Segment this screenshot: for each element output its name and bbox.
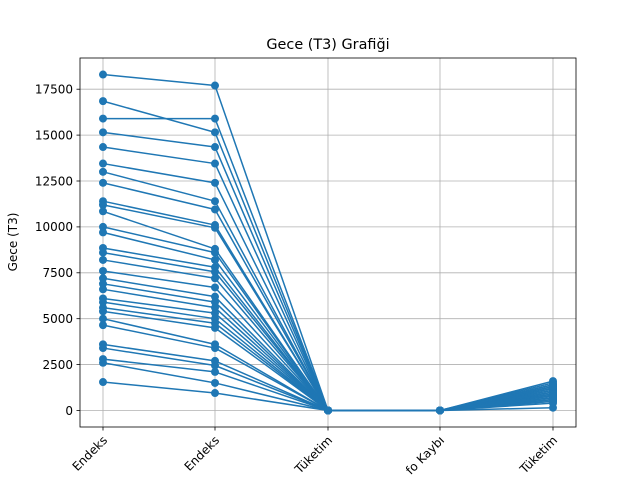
data-point [99, 70, 107, 79]
data-point [99, 143, 107, 152]
data-point [211, 367, 219, 376]
y-axis-ticks: 0 2500 5000 7500 10000 12500 15000 17500 [35, 83, 80, 418]
data-point [436, 406, 444, 415]
data-point [549, 397, 557, 406]
data-point [99, 97, 107, 106]
data-point [211, 248, 219, 257]
data-point [211, 361, 219, 370]
data-point [211, 389, 219, 398]
data-point [211, 197, 219, 206]
y-tick-label: 2500 [42, 358, 73, 372]
data-point [211, 283, 219, 292]
data-point [99, 200, 107, 209]
data-point [99, 266, 107, 275]
data-point [99, 285, 107, 294]
data-point [99, 378, 107, 387]
data-point [99, 321, 107, 330]
data-point [211, 303, 219, 312]
data-point [99, 167, 107, 176]
data-point [99, 178, 107, 187]
y-tick-label: 15000 [35, 128, 73, 142]
data-point [211, 159, 219, 168]
data-point [211, 323, 219, 332]
grid [80, 58, 576, 427]
data-point [99, 307, 107, 316]
y-tick-label: 5000 [42, 312, 73, 326]
data-point [99, 159, 107, 168]
y-axis-label: Gece (T3) [6, 213, 20, 272]
y-tick-label: 12500 [35, 174, 73, 188]
data-point [99, 255, 107, 264]
data-point [211, 292, 219, 301]
y-tick-label: 7500 [42, 266, 73, 280]
data-point [211, 178, 219, 187]
data-point [211, 344, 219, 353]
data-point [211, 205, 219, 214]
data-point [99, 222, 107, 231]
data-point [549, 382, 557, 391]
data-point [211, 128, 219, 137]
data-point [99, 128, 107, 137]
y-tick-label: 17500 [35, 83, 73, 97]
data-point [99, 114, 107, 123]
data-point [211, 298, 219, 307]
data-point [211, 274, 219, 283]
data-point [99, 228, 107, 237]
data-point [99, 314, 107, 323]
data-point [99, 298, 107, 307]
data-point [549, 403, 557, 412]
data-point [99, 274, 107, 283]
chart-title: Gece (T3) Grafiği [266, 37, 389, 53]
y-tick-label: 10000 [35, 220, 73, 234]
y-tick-label: 0 [65, 404, 73, 418]
data-point [99, 358, 107, 367]
data-point [211, 114, 219, 123]
data-point [99, 279, 107, 288]
data-point [99, 248, 107, 257]
data-point [211, 267, 219, 276]
data-point [211, 378, 219, 387]
data-point [324, 406, 332, 415]
data-point [211, 309, 219, 318]
data-point [99, 344, 107, 353]
data-point [211, 255, 219, 264]
data-point [211, 223, 219, 232]
data-point [211, 81, 219, 90]
series-markers [99, 70, 557, 415]
data-point [99, 207, 107, 216]
data-point [211, 143, 219, 152]
